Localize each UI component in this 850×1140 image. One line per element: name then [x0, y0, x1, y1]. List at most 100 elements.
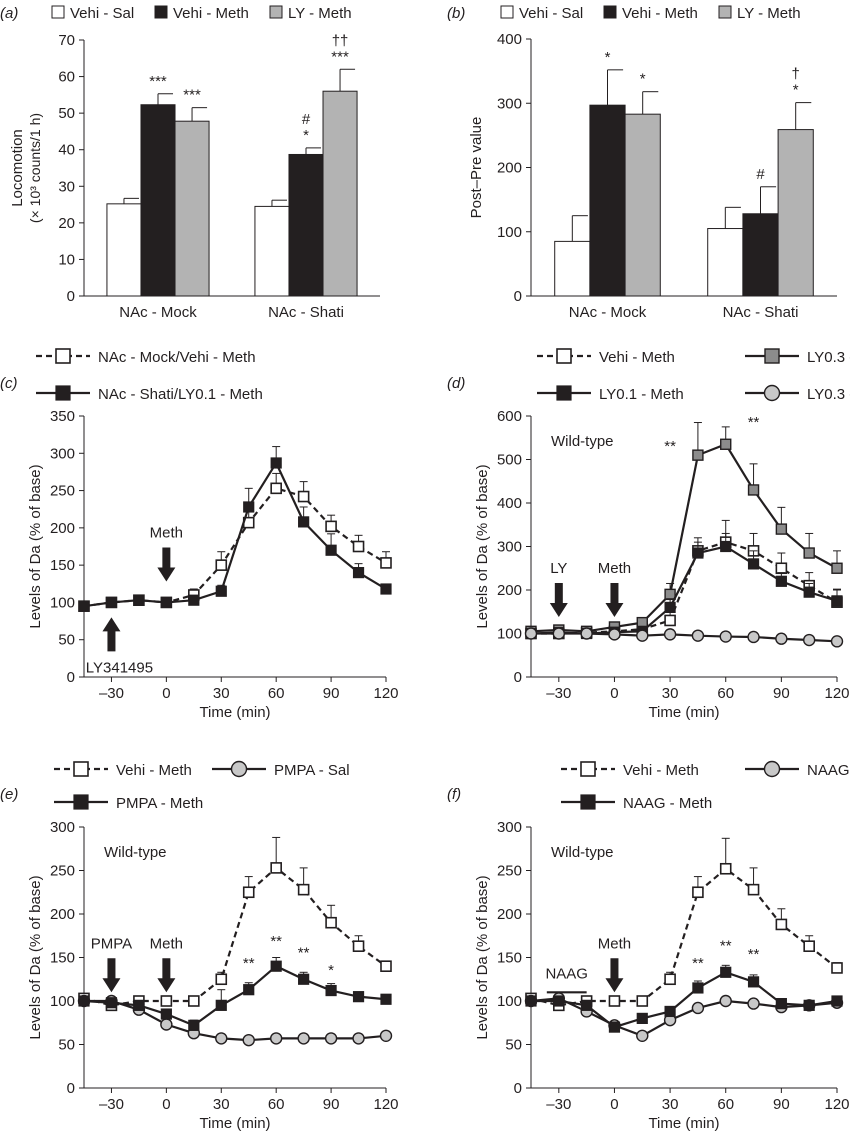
x-tick-label: 90	[323, 685, 340, 702]
x-tick-label: –30	[546, 1096, 571, 1113]
series-line	[531, 632, 838, 643]
x-tick-label: 60	[717, 685, 734, 702]
legend-label: LY0.3 - Sal	[807, 386, 850, 403]
y-tick-label: 50	[505, 1037, 522, 1054]
legend-label: NAc - Mock/Vehi - Meth	[98, 349, 256, 366]
data-point	[105, 997, 118, 1009]
y-tick-label: 250	[50, 863, 75, 880]
legend-label: NAAG - Sal	[807, 762, 850, 779]
data-point	[215, 999, 227, 1011]
legend: Vehi - Meth PMPA - Sal PMPA - Meth	[54, 760, 350, 812]
data-point	[692, 982, 704, 994]
significance-label: *	[328, 962, 334, 979]
legend-label: Vehi - Meth	[599, 349, 675, 366]
x-axis-label: Time (min)	[648, 1115, 719, 1132]
data-point	[775, 575, 787, 587]
data-point	[556, 385, 572, 401]
data-point	[524, 627, 538, 640]
marker-label: PMPA	[91, 935, 132, 952]
bar	[624, 113, 661, 297]
series-line	[530, 545, 838, 635]
data-point	[803, 547, 815, 559]
significance-label: *	[303, 127, 309, 144]
series-line	[83, 964, 387, 1027]
panel-label: (f)	[447, 786, 461, 803]
y-tick-label: 30	[58, 178, 75, 195]
y-axis-label: Levels of Da (% of base)	[27, 464, 44, 628]
y-tick-label: 150	[50, 557, 75, 574]
data-point	[552, 627, 566, 640]
data-point	[802, 633, 816, 647]
data-point	[160, 995, 173, 1007]
data-point	[580, 761, 596, 777]
bar	[174, 120, 210, 297]
y-tick-label: 150	[497, 950, 522, 967]
y-tick-label: 250	[497, 863, 522, 880]
data-point	[775, 562, 788, 575]
significance-label: **	[298, 945, 310, 962]
series-0	[78, 836, 392, 1012]
data-point	[105, 596, 118, 609]
y-tick-label: 300	[497, 95, 522, 112]
data-point	[525, 995, 537, 1007]
data-point	[352, 566, 365, 579]
data-point	[691, 1001, 705, 1015]
data-point	[242, 1033, 255, 1047]
chart-panel-f: 0 50 100 150 200 250 300 –30 0 30 60 90 120 Time (min…	[447, 760, 850, 1132]
x-tick-label: 90	[773, 1096, 790, 1113]
legend: Vehi - Meth LY0.3 - Meth LY0.1 - Meth LY0.3…	[537, 348, 850, 403]
data-point	[380, 583, 392, 595]
data-point	[747, 997, 760, 1010]
arrow-marker	[102, 617, 121, 652]
y-tick-label: 0	[514, 669, 522, 686]
data-point	[325, 544, 337, 556]
data-point	[831, 995, 843, 1007]
series-line	[83, 460, 387, 608]
data-point	[297, 883, 310, 896]
y-tick-label: 0	[67, 669, 75, 686]
legend-label: PMPA - Sal	[274, 762, 350, 779]
legend-swatch	[718, 5, 732, 19]
data-point	[803, 999, 815, 1011]
arrow-marker	[605, 958, 624, 993]
data-point	[325, 916, 337, 929]
marker-label: LY	[550, 560, 567, 577]
data-point	[188, 995, 200, 1007]
data-point	[215, 585, 227, 597]
data-point	[581, 999, 593, 1011]
data-point	[747, 558, 760, 570]
data-point	[720, 438, 732, 450]
chart-panel-e: 0 50 100 150 200 250 300 –30 0 30 60 90 120 Time (min…	[0, 760, 399, 1132]
marker-label: Meth	[598, 560, 631, 577]
data-point	[269, 1032, 283, 1045]
x-axis-label: Time (min)	[648, 704, 719, 721]
data-point	[608, 628, 621, 641]
y-tick-label: 0	[514, 1080, 522, 1097]
significance-label: *	[640, 71, 646, 88]
x-tick-label: –30	[546, 685, 571, 702]
significance-label: **	[692, 955, 704, 972]
y-axis-label: Levels of Da (% of base)	[474, 464, 491, 628]
data-point	[215, 1032, 228, 1045]
data-point	[270, 482, 282, 495]
y-tick-label: 100	[50, 993, 75, 1010]
data-point	[380, 960, 392, 973]
data-point	[664, 588, 676, 601]
data-point	[664, 614, 676, 627]
significance-label: #	[756, 166, 765, 183]
arrow-marker	[157, 547, 176, 582]
y-tick-label: 40	[58, 142, 75, 159]
data-point	[230, 760, 248, 778]
data-point	[78, 600, 90, 612]
panel-label: (e)	[0, 786, 18, 803]
x-tick-label: 90	[323, 1096, 340, 1113]
data-point	[553, 995, 565, 1007]
x-tick-label: 120	[824, 1096, 849, 1113]
legend-label: NAc - Shati/LY0.1 - Meth	[98, 386, 263, 403]
arrow-marker	[157, 958, 176, 993]
data-point	[243, 501, 255, 513]
y-tick-label: 0	[67, 1080, 75, 1097]
data-point	[188, 594, 200, 606]
data-point	[763, 384, 781, 402]
significance-label: ***	[183, 87, 201, 104]
